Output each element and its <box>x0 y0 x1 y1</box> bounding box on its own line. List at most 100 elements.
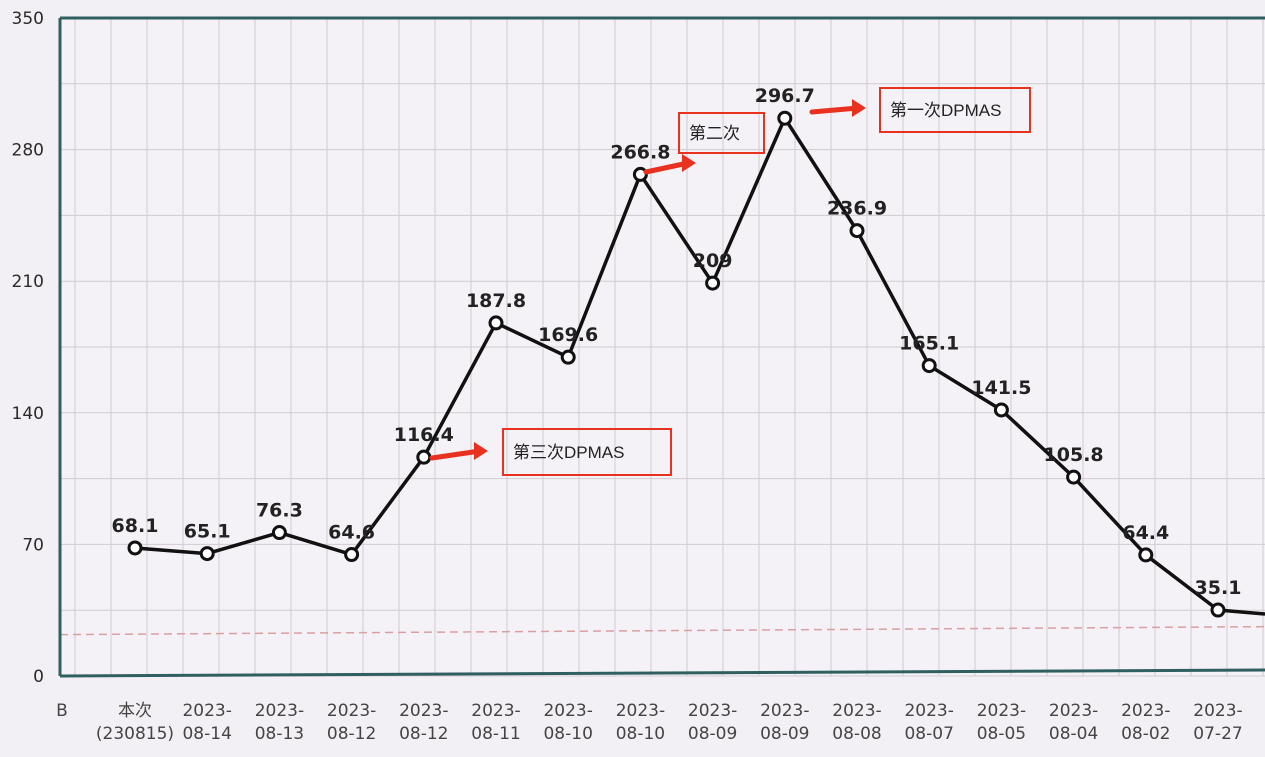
data-point <box>1066 469 1082 485</box>
annotation-arrow-shaft <box>429 448 483 461</box>
annotation-box <box>678 112 765 154</box>
x-tick-label: 2023- 08-11 <box>471 701 520 744</box>
x-tick-line: 08-04 <box>1049 724 1098 744</box>
x-tick-line: (230815) <box>96 724 174 744</box>
x-tick-line: 08-11 <box>471 724 520 744</box>
y-tick-label: 70 <box>22 535 44 555</box>
annotation-box <box>502 428 672 476</box>
x-tick-line: 2023- <box>399 701 448 721</box>
x-tick-line: 2023- <box>904 701 953 721</box>
x-tick-line: 2023- <box>471 701 520 721</box>
x-tick-line: 08-12 <box>399 724 448 744</box>
x-tick-line: 2023- <box>1049 701 1098 721</box>
x-tick-label: 2023- 08-05 <box>977 701 1026 744</box>
x-tick-line: 08-02 <box>1121 724 1170 744</box>
grid-lines <box>60 17 1265 677</box>
x-tick-label: 2023- 08-13 <box>255 701 304 744</box>
data-label: 116.4 <box>394 424 454 446</box>
x-tick-line: 2023- <box>760 701 809 721</box>
x-tick-line: 2023- <box>543 701 592 721</box>
y-tick-label: 210 <box>12 272 44 292</box>
data-point <box>993 402 1009 418</box>
x-tick-label: 2023- 08-07 <box>904 701 953 744</box>
data-point <box>416 449 432 465</box>
data-label: 266.8 <box>610 141 670 163</box>
data-point <box>344 547 360 563</box>
x-tick-line: 08-09 <box>760 724 809 744</box>
x-tick-line: 07-27 <box>1193 724 1242 744</box>
x-tick-line: 08-09 <box>688 724 737 744</box>
data-label: 35.1 <box>1195 577 1242 599</box>
data-label: 187.8 <box>466 290 526 312</box>
data-point <box>849 223 865 239</box>
x-tick-line: 本次 <box>118 701 152 721</box>
x-tick-label: 2023- 08-09 <box>688 701 737 744</box>
data-label: 209 <box>693 250 733 272</box>
data-label: 64.4 <box>1122 522 1169 544</box>
axes <box>58 16 1265 678</box>
x-tick-line: 2023- <box>977 701 1026 721</box>
x-tick-line: 08-12 <box>327 724 376 744</box>
data-label: 76.3 <box>256 500 303 522</box>
x-tick-label: 2023- 08-09 <box>760 701 809 744</box>
data-point <box>777 110 793 126</box>
data-point <box>127 540 143 556</box>
x-tick-label: 2023- 08-12 <box>327 701 376 744</box>
data-point <box>488 315 504 331</box>
x-tick-line: 08-14 <box>182 724 231 744</box>
x-tick-label: 2023- 08-14 <box>182 701 231 744</box>
data-label: 141.5 <box>971 377 1031 399</box>
annotation-text: 第二次 <box>689 124 740 143</box>
y-axis-ticks: 0 70 140 210 280 350 <box>12 9 44 687</box>
annotation-arrow-head <box>682 154 696 172</box>
data-label: 105.8 <box>1044 444 1104 466</box>
data-label: 236.9 <box>827 198 887 220</box>
x-axis-unit-label: B <box>56 701 68 721</box>
x-tick-label: 2023- 08-10 <box>543 701 592 744</box>
x-tick-label: 2023- 08-02 <box>1121 701 1170 744</box>
annotation-box <box>879 87 1031 133</box>
data-label: 165.1 <box>899 333 959 355</box>
x-tick-line: 2023- <box>616 701 665 721</box>
data-point <box>271 525 287 541</box>
x-tick-line: 2023- <box>255 701 304 721</box>
annotation-arrow-head <box>474 442 488 460</box>
x-tick-line: 2023- <box>832 701 881 721</box>
y-tick-label: 0 <box>33 667 44 687</box>
annotation-arrow-shaft <box>809 105 861 115</box>
data-point <box>560 349 576 365</box>
x-tick-label: 本次 (230815) <box>96 701 174 744</box>
annotation-text: 第三次DPMAS <box>513 443 624 462</box>
x-tick-line: 08-05 <box>977 724 1026 744</box>
data-label: 169.6 <box>538 324 598 346</box>
x-tick-label: 2023- 08-12 <box>399 701 448 744</box>
data-point <box>1138 547 1154 563</box>
annotation-arrow-shaft <box>643 160 691 175</box>
data-label: 65.1 <box>184 521 231 543</box>
x-axis-ticks: 本次 (230815) 2023- 08-14 2023- 08-13 2023- 08-12… <box>96 701 1243 744</box>
x-tick-line: 2023- <box>1121 701 1170 721</box>
annotation-text: 第一次DPMAS <box>890 101 1001 120</box>
x-tick-label: 2023- 08-08 <box>832 701 881 744</box>
y-tick-label: 280 <box>12 141 44 161</box>
x-tick-label: 2023- 07-27 <box>1193 701 1242 744</box>
x-tick-line: 2023- <box>1193 701 1242 721</box>
annotation-arrow-head <box>852 99 866 117</box>
x-tick-line: 08-07 <box>904 724 953 744</box>
data-point <box>1210 602 1226 618</box>
x-axis-line <box>59 668 1265 678</box>
x-tick-line: 2023- <box>688 701 737 721</box>
x-tick-label: 2023- 08-04 <box>1049 701 1098 744</box>
data-point <box>705 275 721 291</box>
y-tick-label: 140 <box>12 404 44 424</box>
reference-line <box>59 625 1265 636</box>
data-points <box>127 110 1226 618</box>
data-point <box>921 358 937 374</box>
data-label: 68.1 <box>112 515 159 537</box>
data-point <box>199 546 215 562</box>
x-tick-line: 2023- <box>182 701 231 721</box>
x-tick-line: 08-10 <box>543 724 592 744</box>
x-tick-line: 08-13 <box>255 724 304 744</box>
x-tick-line: 08-10 <box>616 724 665 744</box>
